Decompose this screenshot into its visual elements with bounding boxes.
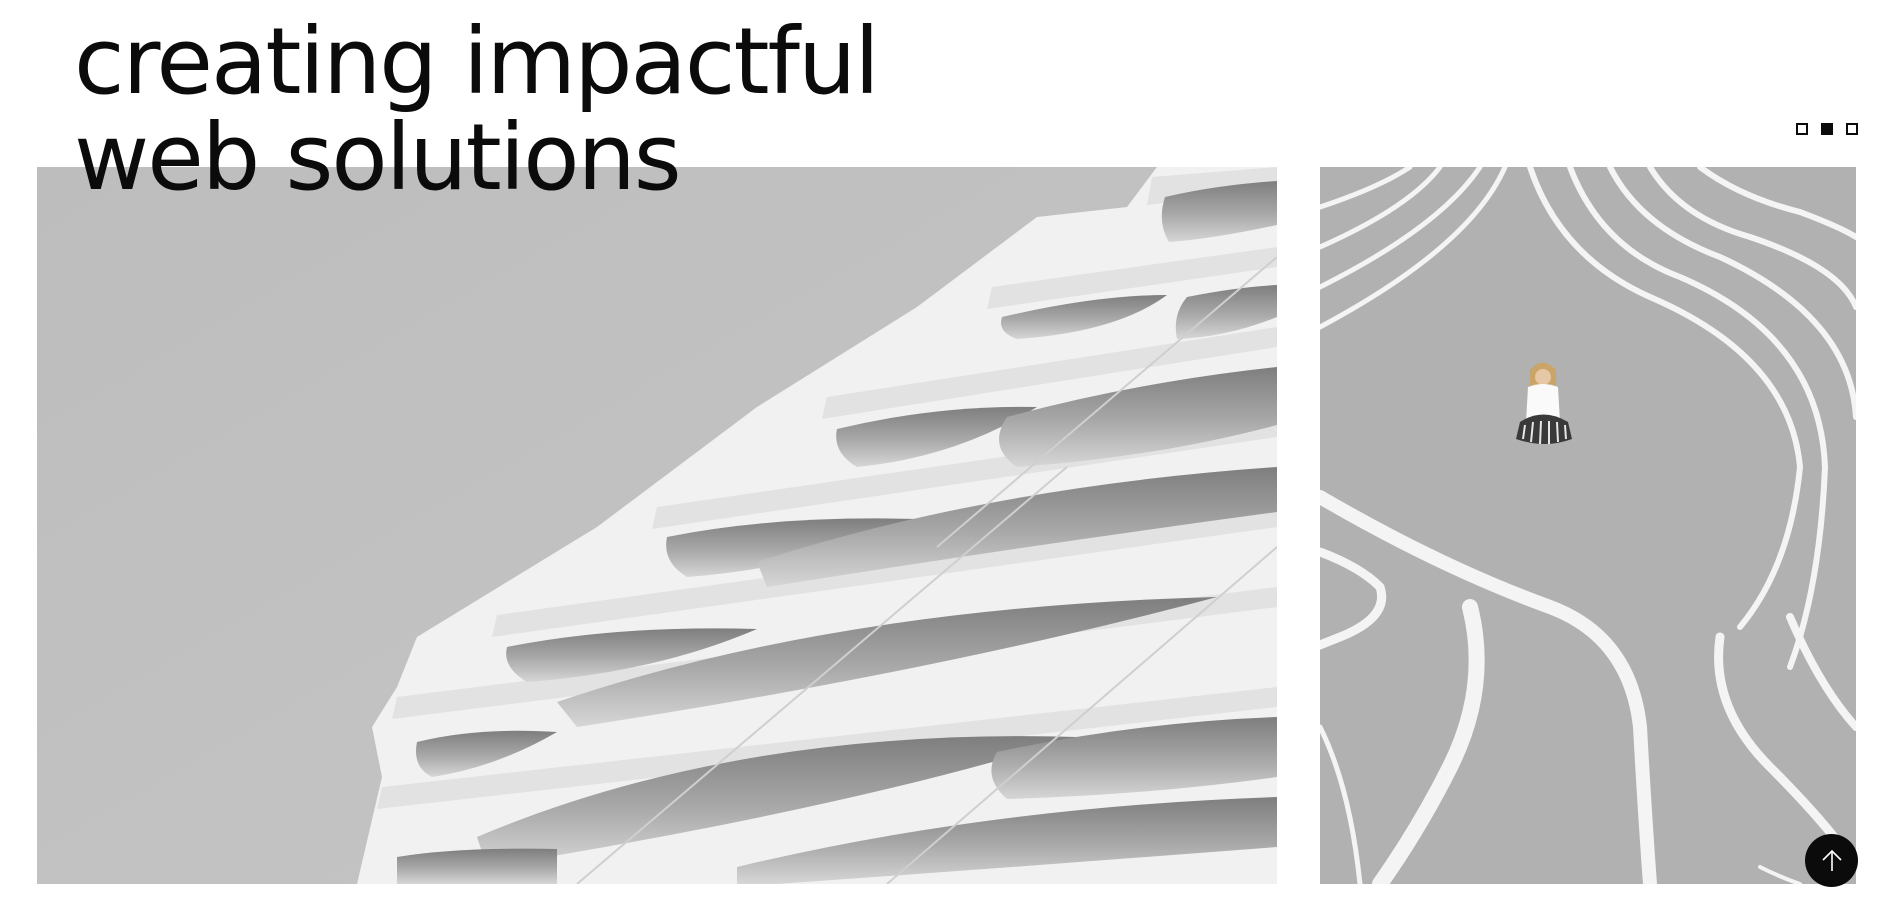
hero-title: creating impactful web solutions bbox=[74, 8, 880, 211]
lines-image bbox=[1320, 167, 1856, 884]
slider-pagination bbox=[1796, 123, 1858, 135]
slider-dot-2[interactable] bbox=[1821, 123, 1833, 135]
scroll-to-top-button[interactable] bbox=[1805, 834, 1858, 887]
seated-person-figure bbox=[1516, 362, 1572, 445]
arrow-up-icon bbox=[1821, 849, 1842, 871]
facade-image bbox=[37, 167, 1277, 884]
slider-dot-1[interactable] bbox=[1796, 123, 1808, 135]
facade-illustration bbox=[37, 167, 1277, 884]
hero-title-line-1: creating impactful bbox=[74, 8, 880, 115]
hero-title-line-2: web solutions bbox=[74, 104, 682, 211]
lines-illustration bbox=[1320, 167, 1856, 884]
slider-dot-3[interactable] bbox=[1846, 123, 1858, 135]
